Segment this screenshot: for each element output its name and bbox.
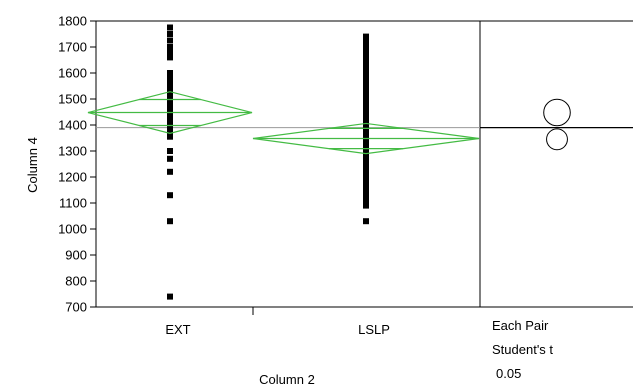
data-point [167,24,173,31]
data-point [363,187,369,193]
data-point [167,80,173,87]
data-point [363,33,369,40]
y-tick-label: 800 [65,274,87,289]
data-point [363,115,369,122]
data-point [363,167,369,174]
data-point [363,96,369,102]
data-point [363,202,369,209]
comparison-circles-panel [480,20,633,308]
plot-area [87,20,481,308]
x-axis-title: Column 2 [259,372,315,387]
data-point [167,293,173,300]
data-point [363,88,369,95]
data-point [167,70,173,76]
data-point [363,155,369,162]
x-tick-label: LSLP [358,322,390,337]
data-point [167,133,173,140]
comparison-title-line-1: Each Pair [492,318,549,333]
data-point [363,197,369,204]
data-point [167,49,173,56]
data-point [167,192,173,199]
comparison-circle [543,98,571,127]
data-point [363,49,369,56]
plot-frame [95,20,481,308]
data-point [363,111,369,118]
data-point [363,80,369,87]
data-point [167,218,173,225]
data-point [363,159,369,166]
data-point [363,38,369,45]
data-point [363,76,369,83]
data-point [363,218,369,225]
data-point [363,103,369,110]
y-tick-label: 900 [65,248,87,263]
comparison-alpha-value: 0.05 [496,366,521,381]
y-axis-title: Column 4 [25,137,40,193]
data-point [363,99,369,106]
y-tick-label: 1300 [58,144,87,159]
data-point [167,155,173,162]
data-point [363,175,369,182]
y-tick-label: 1400 [58,118,87,133]
data-point [167,116,173,123]
data-point [363,72,369,79]
data-point [363,68,369,75]
data-point [167,84,173,91]
y-tick-label: 700 [65,300,87,315]
data-point [167,168,173,175]
data-point [167,31,173,37]
comparison-title-line-2: Student's t [492,342,553,357]
axes: 700 800 900 1000 1100 1200 1300 1400 1500 1600 170… [58,14,390,338]
y-tick-label: 1500 [58,92,87,107]
comparison-circle [546,128,568,151]
x-tick-label: EXT [165,322,190,337]
y-tick-label: 1800 [58,14,87,29]
y-tick-label: 1200 [58,170,87,185]
data-point [167,54,173,61]
y-tick-label: 1100 [59,196,87,211]
data-point [363,92,369,99]
data-point [363,44,369,50]
data-point [167,37,173,44]
y-tick-label: 1000 [58,222,87,237]
data-point [167,148,173,154]
data-point [363,84,369,91]
data-point [363,163,369,170]
y-tick-label: 1700 [58,40,87,55]
data-point [363,179,369,186]
data-point [363,59,369,66]
y-tick-label: 1600 [58,66,87,81]
data-point [363,171,369,178]
data-point [363,54,369,61]
data-point [167,76,173,83]
data-point [363,107,369,114]
data-point [363,192,369,199]
data-point [167,44,173,50]
data-point [363,183,369,190]
data-point [363,64,369,71]
